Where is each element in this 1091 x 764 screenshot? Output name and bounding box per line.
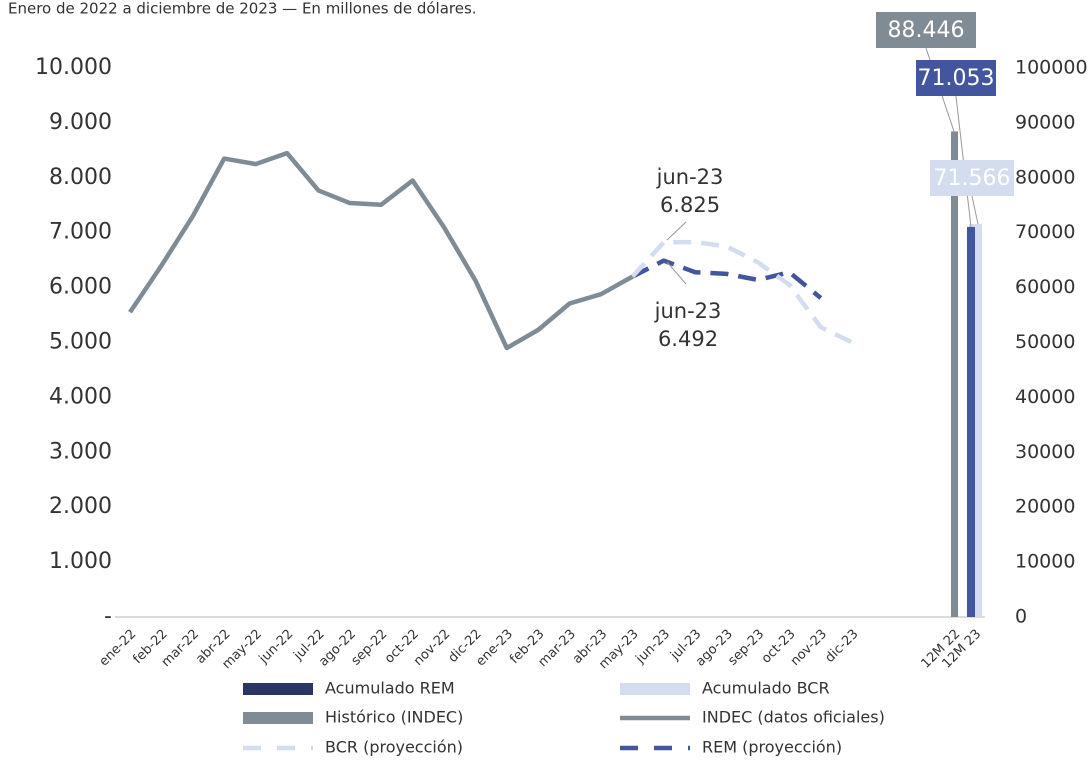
x-tick-label: dic-23 <box>822 627 861 666</box>
x-tick-label: jun-22 <box>256 627 297 668</box>
line <box>128 150 634 351</box>
y2-tick-label: 30000 <box>1015 441 1075 463</box>
line <box>630 239 854 345</box>
bar <box>951 131 958 617</box>
legend-swatch <box>243 683 313 695</box>
x-tick-label: ene-22 <box>97 627 140 670</box>
legend-label: REM (proyección) <box>702 738 842 757</box>
annotation: jun-23 <box>656 165 724 189</box>
y-tick-label: 5.000 <box>49 330 112 355</box>
x-tick-label: sep-22 <box>349 627 391 669</box>
y-tick-label: 9.000 <box>49 110 112 135</box>
y2-tick-label: 100000 <box>1015 57 1088 79</box>
label-box <box>930 160 1014 196</box>
y2-tick-label: 80000 <box>1015 166 1075 188</box>
legend-swatch <box>620 683 690 695</box>
y2-tick-label: 60000 <box>1015 276 1075 298</box>
y2-tick-label: 0 <box>1015 606 1027 628</box>
y-tick-label: 1.000 <box>49 549 112 574</box>
y-tick-label: 10.000 <box>35 55 112 80</box>
y2-tick-label: 90000 <box>1015 111 1075 133</box>
x-tick-label: sep-23 <box>725 627 767 669</box>
y-tick-label: 4.000 <box>49 384 112 409</box>
y-tick-label: 3.000 <box>49 439 112 464</box>
y2-tick-label: 50000 <box>1015 331 1075 353</box>
legend-label: Acumulado BCR <box>702 679 830 698</box>
y2-tick-label: 10000 <box>1015 551 1075 573</box>
label-box <box>916 60 996 96</box>
label-box <box>876 12 976 48</box>
y-tick-label: 2.000 <box>49 494 112 519</box>
x-tick-label: jun-23 <box>633 627 674 668</box>
annotation: 6.825 <box>660 193 720 217</box>
data-label: 88.446 <box>888 18 965 43</box>
y-tick-label: - <box>104 604 112 629</box>
line <box>631 258 823 300</box>
annotation: 6.492 <box>658 327 718 351</box>
y-tick-label: 7.000 <box>49 220 112 245</box>
y2-tick-label: 40000 <box>1015 386 1075 408</box>
legend-label: Histórico (INDEC) <box>325 708 463 727</box>
y-tick-label: 8.000 <box>49 165 112 190</box>
annotation: jun-23 <box>654 299 722 323</box>
legend-label: INDEC (datos oficiales) <box>702 708 885 727</box>
chart-subtitle: Enero de 2022 a diciembre de 2023 — En m… <box>8 0 477 18</box>
data-label: 71.053 <box>918 66 995 91</box>
data-label: 71.566 <box>934 166 1011 191</box>
legend-swatch <box>243 712 313 724</box>
y-tick-label: 6.000 <box>49 275 112 300</box>
annotation-leader <box>666 221 687 241</box>
bar <box>967 226 975 617</box>
annotation-leader <box>666 261 687 285</box>
y2-tick-label: 70000 <box>1015 221 1075 243</box>
legend-label: BCR (proyección) <box>325 738 463 757</box>
legend-label: Acumulado REM <box>325 679 455 698</box>
y2-tick-label: 20000 <box>1015 496 1075 518</box>
leader-line <box>971 195 979 225</box>
